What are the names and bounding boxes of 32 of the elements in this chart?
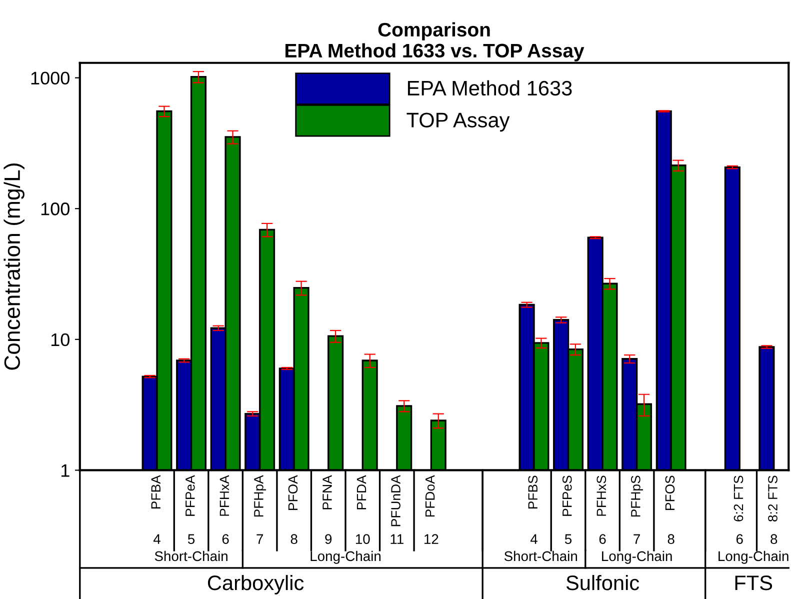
y-tick-label: 100 (41, 202, 70, 216)
text: Short-Chain (504, 550, 577, 562)
text: Carboxylic (208, 574, 304, 594)
category-label: PFHxS 6 (596, 476, 606, 544)
category-label: PFPeA 5 (186, 475, 195, 544)
text: Long-Chain (310, 550, 381, 564)
category-label: PFDA 10 (356, 475, 370, 544)
text: Long-Chain (718, 550, 788, 564)
y-tick-label: 10 (51, 333, 70, 346)
category-label: PFHpA 7 (254, 475, 266, 544)
category-label: PFHxA 6 (220, 475, 229, 544)
y-tick-label: 1 (62, 464, 70, 477)
category-label: PFHpS 7 (631, 476, 643, 544)
text: FTS (735, 576, 772, 590)
category-label: PFOA 8 (288, 475, 298, 544)
y-axis-title: Concentration (mg/L) (4, 164, 24, 370)
x-tick-label: PFUnDA 11 (390, 475, 404, 544)
text: Short-Chain (154, 550, 228, 562)
category-label: PFDoA 12 (424, 475, 438, 544)
chart-title: Comparison EPA Method 1633 vs. TOP Assay (286, 22, 584, 62)
text: Long-Chain (602, 550, 672, 564)
y-tick-label: 1000 (31, 72, 70, 85)
category-label: PFBA 4 (151, 475, 160, 544)
category-label: PFPeS 5 (562, 476, 572, 544)
text: Sulfonic (566, 574, 640, 590)
x-tick-label: 6:2 FTS 6 (734, 476, 744, 544)
legend-label: TOP Assay (406, 112, 510, 132)
category-label: PFOS 8 (665, 476, 675, 544)
category-label: PFNA 9 (322, 475, 332, 544)
legend-label: EPA Method 1633 (408, 80, 572, 96)
category-label: PFBS 4 (528, 476, 538, 544)
x-tick-label: 8:2 FTS 8 (768, 476, 778, 544)
